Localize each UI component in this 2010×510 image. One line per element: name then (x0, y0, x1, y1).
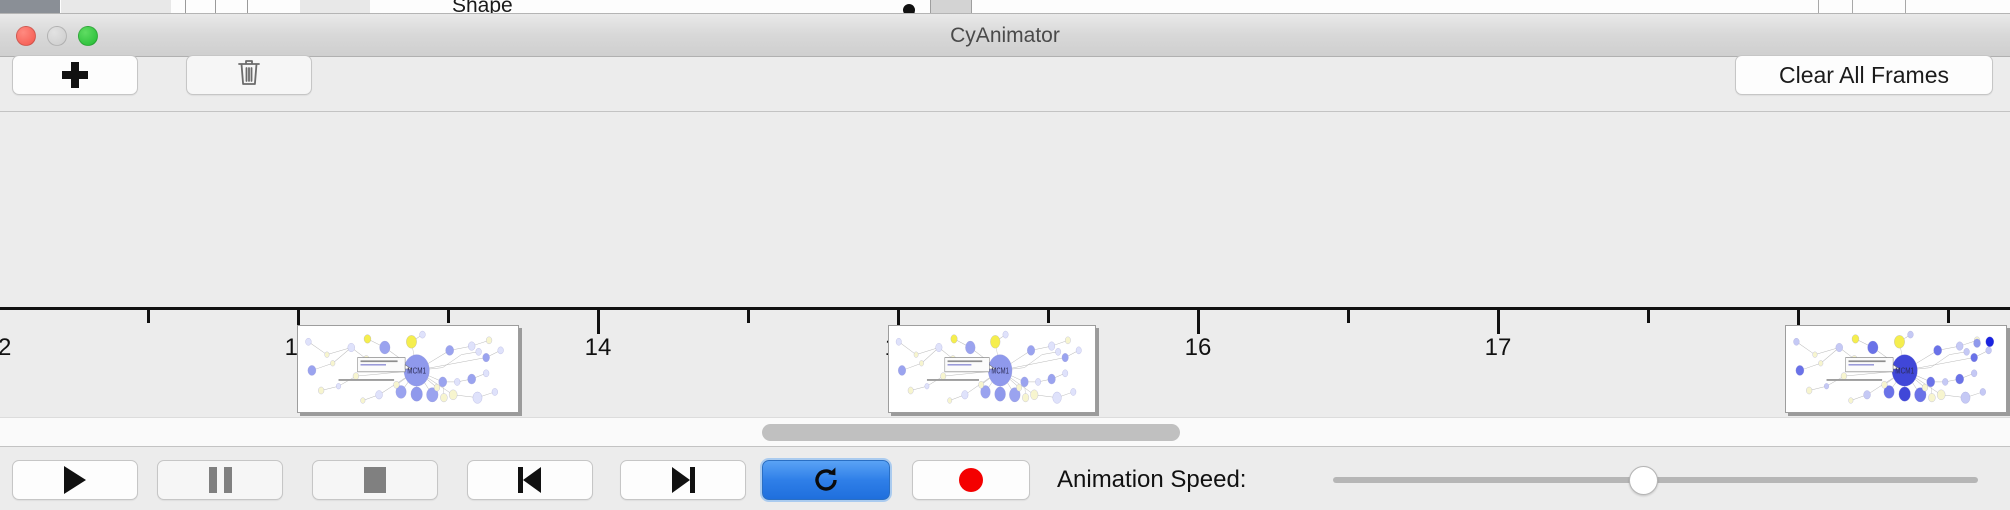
ruler-baseline (0, 307, 2010, 310)
pause-icon (208, 467, 232, 493)
animation-speed-label: Animation Speed: (1057, 466, 1247, 493)
frame-thumbnail-1[interactable]: MCM1 (297, 325, 519, 413)
close-button[interactable] (16, 26, 36, 46)
bg-divider (185, 0, 186, 13)
loop-icon (810, 464, 842, 496)
animation-speed-thumb[interactable] (1628, 466, 1658, 495)
background-label: Shape (452, 0, 513, 14)
record-icon (959, 468, 983, 492)
record-button[interactable] (912, 460, 1030, 500)
ruler-tick-major (297, 310, 300, 334)
bg-chip (0, 0, 60, 13)
timeline-scrollbar[interactable] (0, 417, 2010, 447)
svg-text:MCM1: MCM1 (1895, 367, 1914, 376)
ruler-tick-label: 14 (584, 334, 612, 361)
ruler-tick-major (897, 310, 900, 334)
ruler-tick-minor (747, 310, 750, 323)
background-cursor-icon (901, 2, 917, 13)
animation-speed-slider[interactable] (1333, 460, 1978, 500)
bg-divider (1818, 0, 1819, 13)
clear-frames-label: Clear All Frames (1779, 61, 1949, 88)
stop-icon (364, 467, 386, 493)
bg-divider (1852, 0, 1853, 13)
delete-frame-button[interactable] (186, 55, 312, 95)
frame-thumbnail-3[interactable]: MCM1 (1785, 325, 2007, 413)
network-thumbnail: MCM1 (889, 326, 1095, 412)
trash-icon (236, 57, 262, 93)
maximize-button[interactable] (78, 26, 98, 46)
timeline-scrollbar-thumb[interactable] (762, 424, 1180, 441)
ruler-tick-major (597, 310, 600, 334)
next-frame-button[interactable] (620, 460, 746, 500)
prev-frame-button[interactable] (467, 460, 593, 500)
ruler-tick-label: 12 (0, 334, 12, 361)
svg-text:MCM1: MCM1 (991, 368, 1009, 376)
window-title: CyAnimator (950, 24, 1060, 47)
ruler-tick-minor (1947, 310, 1950, 323)
toolbar (0, 57, 2010, 112)
window-controls (16, 26, 98, 46)
bg-divider (1905, 0, 1906, 13)
bg-chip (61, 0, 171, 13)
svg-text:MCM1: MCM1 (407, 367, 426, 376)
ruler-tick-minor (1047, 310, 1050, 323)
ruler-tick-minor (1647, 310, 1650, 323)
bg-chip (300, 0, 370, 13)
ruler-tick-major (1497, 310, 1500, 334)
add-frame-button[interactable] (12, 55, 138, 95)
bg-divider (247, 0, 248, 13)
stop-button[interactable] (312, 460, 438, 500)
clear-frames-button[interactable]: Clear All Frames (1735, 55, 1993, 95)
skip-forward-icon (671, 467, 695, 493)
minimize-button[interactable] (47, 26, 67, 46)
background-tab (930, 0, 972, 13)
plus-icon (62, 62, 88, 88)
ruler-tick-minor (1347, 310, 1350, 323)
network-thumbnail: MCM1 (298, 326, 518, 412)
transport-bar: Animation Speed: (0, 448, 2010, 510)
background-window-strip: Shape (0, 0, 2010, 14)
network-thumbnail: MCM1 (1786, 326, 2006, 412)
skip-back-icon (518, 467, 542, 493)
ruler-tick-label: 16 (1184, 334, 1212, 361)
ruler-tick-major (1797, 310, 1800, 334)
ruler-tick-major (1197, 310, 1200, 334)
title-bar[interactable]: CyAnimator (0, 14, 2010, 57)
ruler-tick-label: 17 (1484, 334, 1512, 361)
ruler-tick-minor (147, 310, 150, 323)
bg-divider (215, 0, 216, 13)
pause-button[interactable] (157, 460, 283, 500)
loop-button[interactable] (762, 460, 890, 500)
ruler-tick-minor (447, 310, 450, 323)
play-button[interactable] (12, 460, 138, 500)
play-icon (64, 466, 86, 494)
frame-thumbnail-2[interactable]: MCM1 (888, 325, 1096, 413)
